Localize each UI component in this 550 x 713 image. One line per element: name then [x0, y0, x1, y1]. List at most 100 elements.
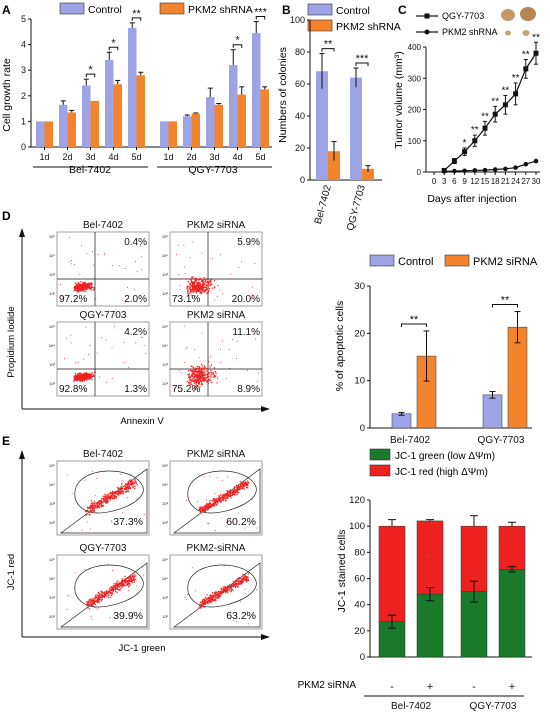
flow-axis-tick: 10²: [49, 381, 55, 386]
flow-dot: [239, 487, 241, 489]
flow-dot-sparse: [229, 367, 230, 369]
flow-dot: [103, 497, 105, 499]
panel-a-bar: [252, 33, 261, 147]
flow-dot: [112, 490, 114, 493]
flow-dot: [209, 282, 212, 284]
flow-dot: [207, 382, 209, 384]
flow-dot: [214, 498, 216, 501]
flow-dot: [186, 287, 188, 290]
flow-dot: [190, 289, 192, 291]
flow-dot: [237, 585, 239, 587]
flow-dot: [88, 285, 91, 287]
panel-b-bar: [328, 151, 340, 180]
flow-dot: [191, 285, 193, 288]
flow-dot: [132, 576, 135, 578]
flow-dot: [210, 506, 212, 508]
flow-dot-sparse: [90, 616, 92, 618]
flow-dot: [192, 369, 195, 371]
flow-dot: [197, 385, 199, 387]
flow-dot: [212, 599, 215, 601]
flow-dot: [230, 590, 232, 592]
flow-dot: [81, 284, 83, 286]
flow-dot: [87, 378, 90, 380]
panel-a-bar: [113, 84, 122, 147]
flow-dot-sparse: [111, 265, 113, 266]
flow-dot: [93, 603, 95, 605]
panel-c-significance: **: [491, 96, 499, 107]
flow-dot-sparse: [236, 357, 238, 359]
flow-dot: [206, 375, 208, 377]
flow-dot-sparse: [185, 500, 187, 501]
flow-dot: [213, 374, 215, 376]
flow-dot: [204, 289, 207, 291]
flow-dot: [115, 497, 117, 499]
flow-dot-sparse: [111, 520, 113, 522]
flow-dot: [202, 285, 204, 287]
flow-dot: [101, 592, 104, 595]
flow-dot: [109, 592, 112, 595]
panel-c-y-axis-tick-label: 300: [408, 74, 422, 83]
flow-dot: [214, 592, 216, 594]
flow-dot: [102, 591, 104, 594]
flow-dot: [130, 482, 132, 484]
panel-a-x-tick-label: 3d: [209, 152, 219, 162]
flow-dot: [110, 589, 113, 592]
flow-dot: [128, 486, 130, 488]
flow-dot: [189, 381, 191, 384]
flow-dot: [202, 373, 205, 375]
flow-axis-tick: 10²: [162, 381, 168, 386]
flow-dot: [94, 595, 97, 598]
flow-dot: [99, 601, 101, 603]
flow-dot: [122, 579, 124, 581]
flow-dot: [77, 285, 79, 288]
flow-dot: [91, 511, 93, 513]
flow-dot-sparse: [222, 293, 223, 295]
flow-dot: [198, 286, 200, 288]
flow-dot: [203, 365, 205, 367]
flow-dot: [224, 589, 227, 591]
flow-dot: [111, 492, 113, 495]
flow-dot: [121, 580, 123, 582]
flow-dot: [91, 603, 94, 605]
flow-dot-sparse: [133, 612, 134, 614]
panel-c-point-circle: [462, 168, 467, 174]
flow-dot-sparse: [244, 588, 246, 590]
flow-dot: [86, 284, 88, 286]
panel-a-bar: [82, 85, 91, 147]
panel-c-x-tick-label: 24: [511, 177, 520, 186]
flow-dot-sparse: [228, 349, 230, 350]
flow-dot: [98, 596, 101, 598]
flow-dot: [127, 580, 129, 583]
flow-dot-sparse: [184, 361, 186, 363]
flow-dot: [185, 278, 187, 280]
flow-dot: [109, 589, 111, 591]
flow-dot: [227, 592, 229, 594]
panel-a-bar: [229, 65, 238, 147]
flow-axis-tick: 10²: [162, 291, 168, 296]
flow-dot: [211, 381, 213, 384]
flow-dot: [98, 500, 100, 502]
flow-dot: [129, 576, 131, 579]
flow-dot: [190, 380, 193, 382]
flow-dot-sparse: [235, 621, 237, 623]
flow-dot: [94, 596, 96, 599]
flow-dot: [203, 371, 205, 373]
panel-b-x-tick-label: Bel-7402: [313, 184, 334, 226]
flow-dot: [79, 285, 81, 288]
flow-dot: [187, 292, 189, 294]
panel-e-legend: JC-1 green (low ΔΨm) JC-1 red (high ΔΨm): [369, 448, 495, 478]
flow-dot: [130, 481, 133, 483]
flow-dot: [104, 591, 106, 593]
panel-c-x-tick-label: 27: [521, 177, 530, 186]
flow-plot-frame: [56, 231, 150, 307]
flow-dot: [204, 372, 206, 374]
panel-c-point-square: [451, 158, 457, 164]
flow-dot: [110, 594, 113, 597]
flow-dot-sparse: [252, 286, 254, 288]
flow-dot-sparse: [118, 265, 120, 267]
flow-dot: [211, 372, 213, 374]
flow-dot-sparse: [194, 349, 195, 351]
flow-dot-sparse: [127, 286, 128, 288]
flow-dot-sparse: [178, 370, 180, 372]
flow-dot: [100, 504, 102, 506]
